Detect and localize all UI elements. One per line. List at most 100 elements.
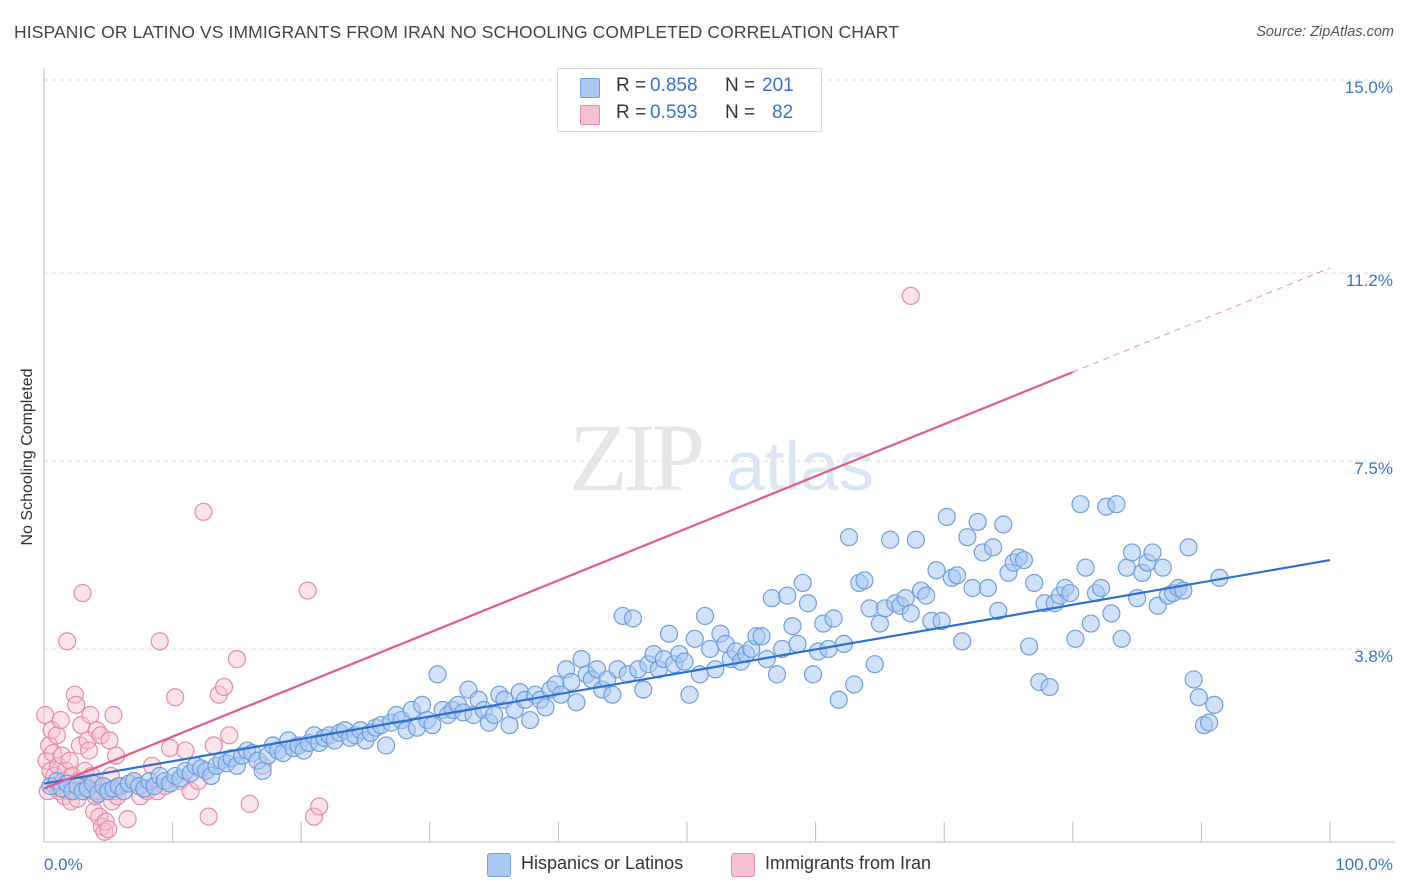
- y-tick-label: 11.2%: [1346, 271, 1393, 290]
- hispanic-point: [428, 665, 447, 684]
- watermark: ZIP atlas: [569, 404, 874, 511]
- iran-point: [227, 650, 246, 669]
- iran-point: [160, 738, 180, 758]
- hispanic-point: [989, 601, 1008, 620]
- hispanic-point: [901, 604, 920, 623]
- legend-swatch-blue: [487, 853, 511, 877]
- hispanic-point: [623, 609, 643, 628]
- hispanic-point: [659, 624, 679, 643]
- iran-trend-line: [43, 371, 1074, 790]
- iran-point: [176, 741, 195, 760]
- hispanic-point: [500, 716, 519, 735]
- hispanic-point: [855, 571, 874, 590]
- legend-label-hispanic: Hispanics or Latinos: [521, 853, 684, 873]
- hispanic-point: [953, 632, 972, 651]
- hispanic-point: [1019, 637, 1039, 656]
- n-value-iran: 82: [772, 102, 794, 123]
- hispanic-point: [968, 512, 987, 532]
- iran-point: [204, 736, 223, 755]
- hispanic-point: [1014, 550, 1034, 570]
- watermark-atlas: atlas: [726, 427, 874, 505]
- n-value-hispanic: 201: [762, 75, 794, 96]
- iran-point: [73, 583, 92, 603]
- legend-swatch-pink: [580, 105, 600, 125]
- iran-point: [214, 677, 234, 697]
- hispanic-point: [963, 578, 982, 598]
- hispanic-point: [917, 586, 936, 605]
- hispanic-point: [412, 695, 432, 714]
- tick-labels: 3.8% 7.5% 11.2% 15.0% 0.0% 100.0%: [44, 78, 1393, 874]
- hispanic-point: [994, 515, 1013, 534]
- hispanic-point: [562, 672, 581, 692]
- hispanic-point: [1200, 713, 1219, 732]
- hispanic-point: [839, 528, 859, 547]
- iran-trend-line-extension: [1072, 267, 1331, 373]
- hispanic-point: [701, 639, 720, 659]
- iran-point: [91, 726, 110, 745]
- iran-point: [51, 710, 70, 730]
- hispanic-point: [824, 609, 843, 628]
- hispanic-point: [793, 573, 812, 593]
- chart-title: HISPANIC OR LATINO VS IMMIGRANTS FROM IR…: [14, 22, 900, 42]
- hispanic-point: [1081, 614, 1100, 633]
- legend-swatch-pink: [731, 853, 755, 877]
- iran-point: [194, 502, 213, 521]
- hispanic-point: [752, 627, 771, 646]
- iran-point: [47, 726, 66, 745]
- iran-point: [166, 688, 185, 707]
- hispanic-point: [783, 616, 802, 636]
- hispanic-point: [1071, 495, 1090, 514]
- hispanic-point: [1107, 495, 1126, 514]
- hispanic-point: [603, 685, 622, 704]
- hispanic-point: [1061, 583, 1080, 603]
- grid-lines: [44, 79, 1395, 650]
- iran-point: [36, 705, 55, 725]
- iran-point: [67, 695, 86, 714]
- y-tick-label: 3.8%: [1354, 647, 1393, 666]
- iran-point: [42, 721, 61, 740]
- hispanic-point: [958, 528, 977, 547]
- hispanic-point: [932, 611, 951, 631]
- hispanic-point: [253, 761, 272, 780]
- iran-point: [150, 632, 169, 651]
- iran-point: [60, 751, 79, 770]
- hispanic-point: [634, 680, 653, 699]
- iran-point: [81, 705, 100, 725]
- hispanic-point: [778, 586, 797, 605]
- series-hispanic-points: [41, 495, 1229, 803]
- hispanic-point: [845, 675, 864, 694]
- hispanic-trend-line: [43, 558, 1331, 785]
- r-label: R =: [616, 102, 647, 123]
- trend-lines: [43, 267, 1331, 790]
- hispanic-point: [376, 736, 396, 755]
- hispanic-point: [865, 655, 884, 674]
- iran-point: [85, 802, 104, 821]
- hispanic-point: [1102, 604, 1121, 623]
- iran-point: [181, 782, 200, 801]
- iran-point: [298, 581, 317, 600]
- hispanic-point: [1076, 558, 1095, 577]
- iran-point: [100, 731, 119, 750]
- hispanic-point: [927, 561, 946, 580]
- iran-point: [99, 820, 118, 839]
- legend-swatch-blue: [580, 78, 600, 98]
- iran-point: [310, 797, 329, 816]
- hispanic-point: [1117, 558, 1136, 577]
- hispanic-point: [1189, 688, 1208, 707]
- hispanic-point: [1153, 558, 1172, 577]
- hispanic-point: [906, 530, 926, 549]
- hispanic-point: [1066, 629, 1085, 648]
- r-label: R =: [616, 75, 647, 96]
- r-value-iran: 0.593: [650, 102, 698, 123]
- hispanic-point: [870, 614, 890, 633]
- hispanic-point: [860, 599, 879, 618]
- hispanic-point: [1025, 573, 1044, 593]
- stats-legend: R = 0.858 N = 201 R = 0.593 N = 82: [557, 68, 822, 132]
- y-tick-label: 15.0%: [1345, 78, 1393, 97]
- hispanic-point: [1040, 677, 1059, 697]
- hispanic-point: [803, 665, 823, 684]
- iran-point: [104, 705, 123, 725]
- iran-point: [240, 794, 259, 814]
- hispanic-point: [767, 665, 787, 684]
